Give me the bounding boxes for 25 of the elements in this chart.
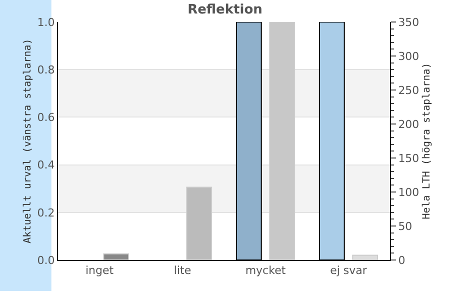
x-tick-label: lite — [174, 264, 192, 278]
x-tick-label: mycket — [245, 264, 286, 278]
y2-tick-label: 350 — [398, 16, 420, 29]
y2-tick-label: 50 — [398, 220, 412, 233]
y2-tick-label: 100 — [398, 186, 420, 199]
y-tick-label: 1.0 — [37, 16, 55, 29]
y2-tick-label: 300 — [398, 50, 420, 63]
bar — [186, 186, 212, 260]
y-tick-label: 0.4 — [37, 158, 55, 172]
bar — [352, 254, 378, 260]
y-tick-label: 0.8 — [37, 63, 55, 76]
y2-axis-title: Hela LTH (högra staplarna) — [422, 62, 433, 220]
y-tick-label: 0.6 — [37, 111, 55, 124]
x-tick-label: ej svar — [330, 264, 368, 278]
y2-tick-label: 250 — [398, 84, 420, 97]
y2-tick-label: 150 — [398, 152, 420, 165]
chart-title: Reflektion — [188, 2, 262, 18]
y2-tick-label: 200 — [398, 118, 420, 131]
y-tick-label: 0.0 — [37, 254, 55, 267]
bar — [269, 22, 296, 260]
x-tick-label: inget — [85, 264, 114, 278]
y2-tick-label: 0 — [398, 254, 406, 267]
y-axis-title: Aktuellt urval (vänstra staplarna) — [22, 38, 34, 244]
bar — [103, 253, 130, 260]
y-tick-label: 0.2 — [37, 206, 55, 220]
